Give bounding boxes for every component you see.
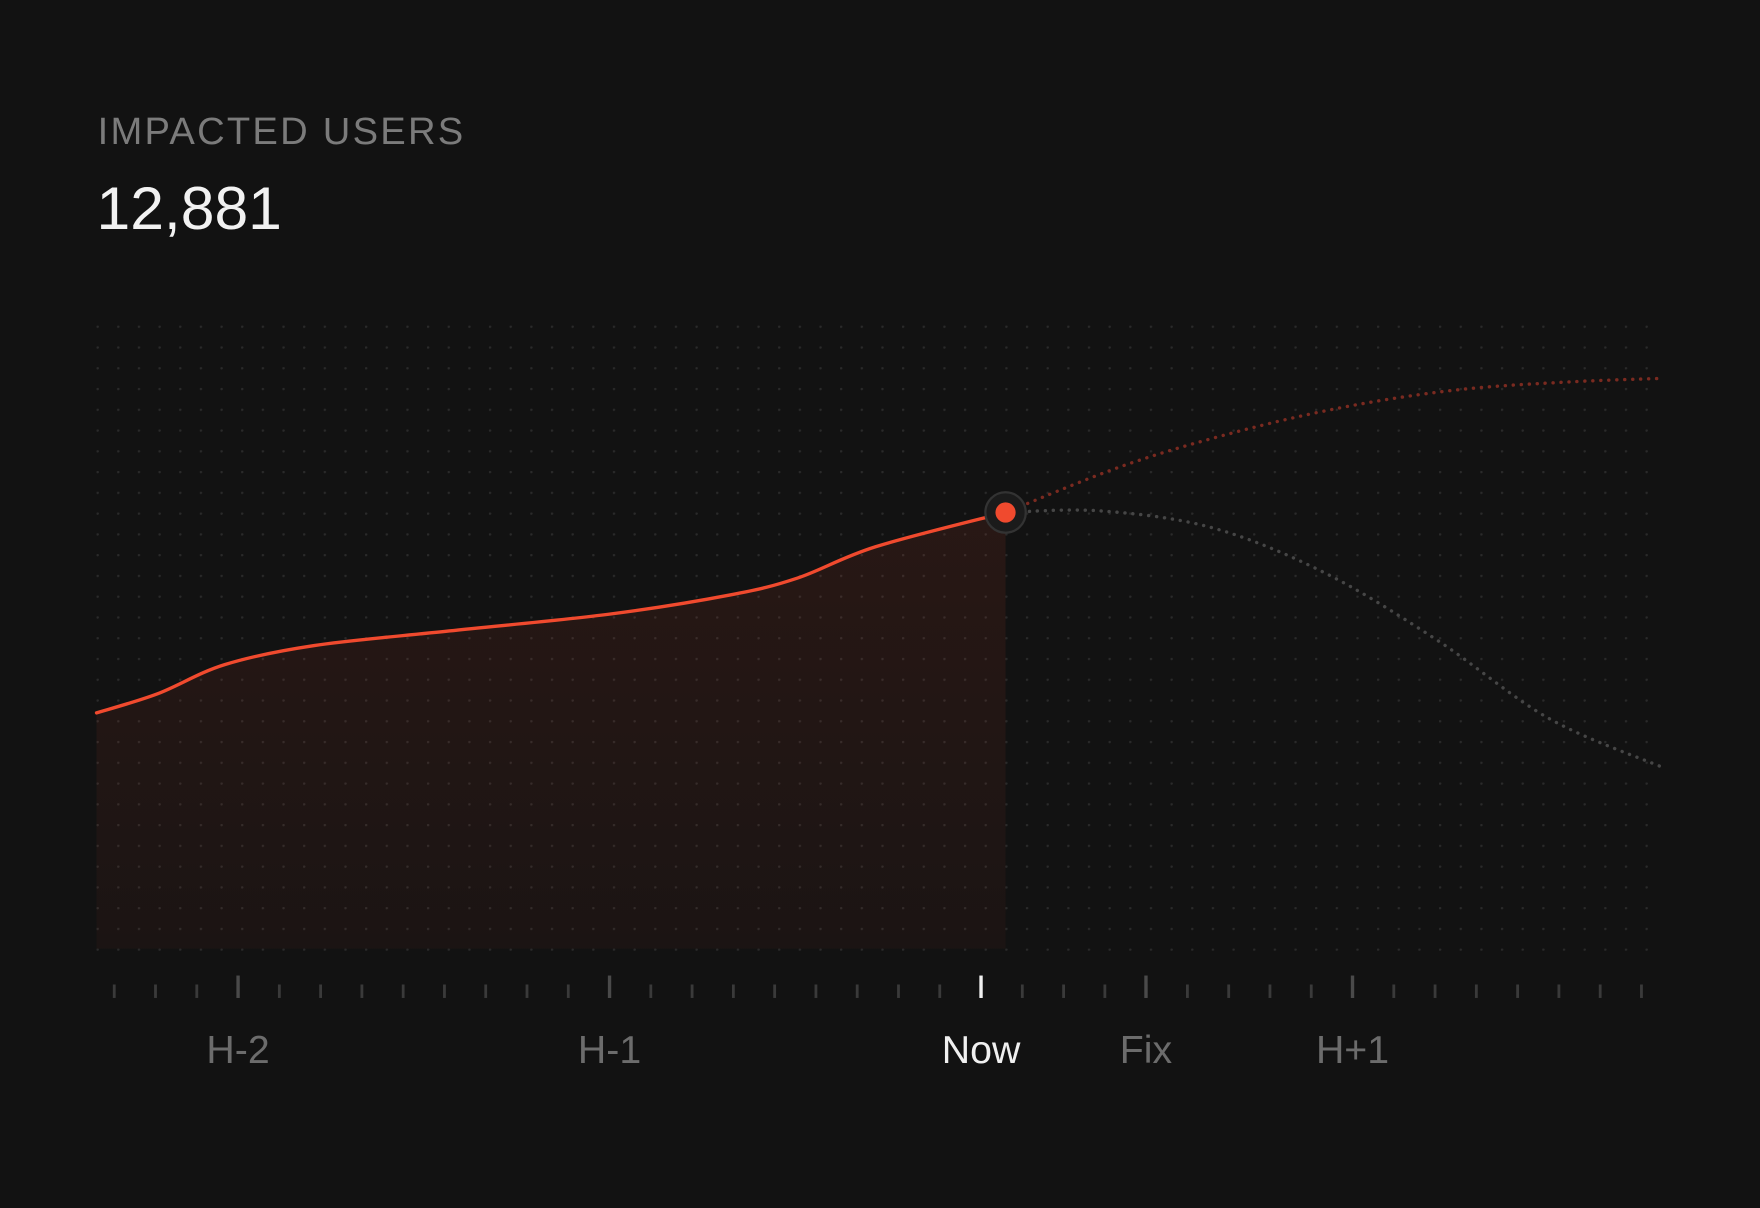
line xyxy=(1003,376,1663,515)
x-tick-label: H+1 xyxy=(1316,1028,1389,1072)
line xyxy=(1003,508,1663,769)
headline-value: 12,881 xyxy=(97,174,282,242)
marker xyxy=(995,502,1016,523)
line xyxy=(94,510,1008,715)
chart-title: IMPACTED USERS xyxy=(98,110,466,153)
x-tick-label: Fix xyxy=(1120,1028,1173,1072)
x-tick-label: H-2 xyxy=(206,1028,269,1072)
area xyxy=(96,512,1006,949)
x-tick-label: Now xyxy=(942,1028,1021,1072)
x-tick-label: H-1 xyxy=(578,1028,641,1072)
